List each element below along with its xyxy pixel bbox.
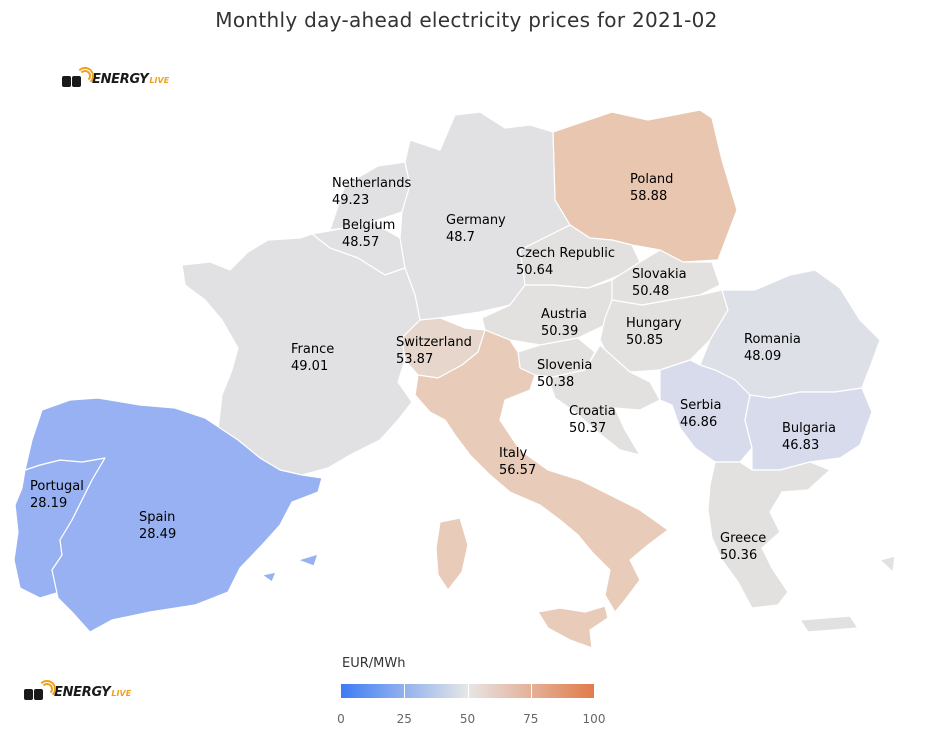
- country-label-romania: Romania 48.09: [744, 332, 801, 364]
- country-label-poland: Poland 58.88: [630, 172, 673, 204]
- country-label-hungary: Hungary 50.85: [626, 316, 682, 348]
- country-price: 50.36: [720, 548, 757, 563]
- country-name: Poland: [630, 172, 673, 187]
- logo-mark-icon: [24, 680, 56, 701]
- country-name: Romania: [744, 332, 801, 347]
- country-price: 50.38: [537, 375, 574, 390]
- country-price: 50.64: [516, 263, 553, 278]
- country-name: Czech Republic: [516, 246, 615, 261]
- country-shape-bulgaria[interactable]: [744, 387, 873, 471]
- legend-title: EUR/MWh: [342, 656, 406, 671]
- legend-tick-mark: [467, 684, 469, 698]
- map-title: Monthly day-ahead electricity prices for…: [215, 8, 718, 32]
- country-label-italy: Italy 56.57: [499, 446, 536, 478]
- country-shape-france[interactable]: [181, 233, 421, 476]
- country-price: 53.87: [396, 352, 433, 367]
- country-label-croatia: Croatia 50.37: [569, 404, 616, 436]
- country-price: 49.23: [332, 193, 369, 208]
- logo-accent: LIVE: [111, 689, 132, 698]
- country-name: Greece: [720, 531, 766, 546]
- country-price: 49.01: [291, 359, 328, 374]
- legend-tick-mark: [530, 684, 532, 698]
- country-name: Serbia: [680, 398, 721, 413]
- legend-color-bar: [341, 684, 594, 698]
- country-price: 28.19: [30, 496, 67, 511]
- country-price: 48.57: [342, 235, 379, 250]
- legend-tick-label: 100: [582, 712, 606, 726]
- country-label-greece: Greece 50.36: [720, 531, 766, 563]
- country-label-portugal: Portugal 28.19: [30, 479, 84, 511]
- country-name: Slovakia: [632, 267, 687, 282]
- logo-accent: LIVE: [149, 76, 170, 85]
- legend-tick-label: 0: [337, 712, 345, 726]
- country-price: 48.09: [744, 349, 781, 364]
- country-price: 48.7: [446, 230, 475, 245]
- legend-tick-label: 50: [459, 712, 476, 726]
- country-label-belgium: Belgium 48.57: [342, 218, 395, 250]
- country-name: Slovenia: [537, 358, 592, 373]
- logo-text: ENERGY: [54, 684, 111, 700]
- country-label-france: France 49.01: [291, 342, 334, 374]
- country-price: 58.88: [630, 189, 667, 204]
- country-name: Hungary: [626, 316, 682, 331]
- country-shape-spain[interactable]: [24, 397, 323, 633]
- energylive-logo-bottom: ENERGY LIVE: [24, 680, 132, 701]
- energylive-logo-top: ENERGY LIVE: [62, 67, 170, 88]
- country-label-czech-republic: Czech Republic 50.64: [516, 246, 615, 278]
- country-price: 28.49: [139, 527, 176, 542]
- country-label-serbia: Serbia 46.86: [680, 398, 721, 430]
- country-name: Netherlands: [332, 176, 411, 191]
- legend-tick-mark: [404, 684, 406, 698]
- country-label-germany: Germany 48.7: [446, 213, 506, 245]
- country-name: Belgium: [342, 218, 395, 233]
- country-price: 50.85: [626, 333, 663, 348]
- country-shape-italy[interactable]: [414, 329, 669, 649]
- country-label-bulgaria: Bulgaria 46.83: [782, 421, 836, 453]
- country-price: 50.48: [632, 284, 669, 299]
- country-label-slovenia: Slovenia 50.38: [537, 358, 592, 390]
- country-label-netherlands: Netherlands 49.23: [332, 176, 411, 208]
- legend-tick-label: 25: [396, 712, 412, 726]
- country-price: 50.39: [541, 324, 578, 339]
- logo-mark-icon: [62, 67, 94, 88]
- country-shape-greece[interactable]: [707, 461, 896, 633]
- country-price: 46.83: [782, 438, 819, 453]
- country-name: Germany: [446, 213, 506, 228]
- logo-text: ENERGY: [92, 71, 149, 87]
- country-label-austria: Austria 50.39: [541, 307, 587, 339]
- country-shape-croatia[interactable]: [547, 344, 661, 456]
- country-name: Bulgaria: [782, 421, 836, 436]
- country-name: France: [291, 342, 334, 357]
- country-name: Switzerland: [396, 335, 472, 350]
- country-label-spain: Spain 28.49: [139, 510, 176, 542]
- country-name: Austria: [541, 307, 587, 322]
- country-price: 56.57: [499, 463, 536, 478]
- country-name: Italy: [499, 446, 528, 461]
- country-name: Croatia: [569, 404, 616, 419]
- legend-tick-label: 75: [523, 712, 539, 726]
- country-name: Portugal: [30, 479, 84, 494]
- country-price: 50.37: [569, 421, 606, 436]
- country-name: Spain: [139, 510, 175, 525]
- country-label-switzerland: Switzerland 53.87: [396, 335, 472, 367]
- country-label-slovakia: Slovakia 50.48: [632, 267, 687, 299]
- country-price: 46.86: [680, 415, 717, 430]
